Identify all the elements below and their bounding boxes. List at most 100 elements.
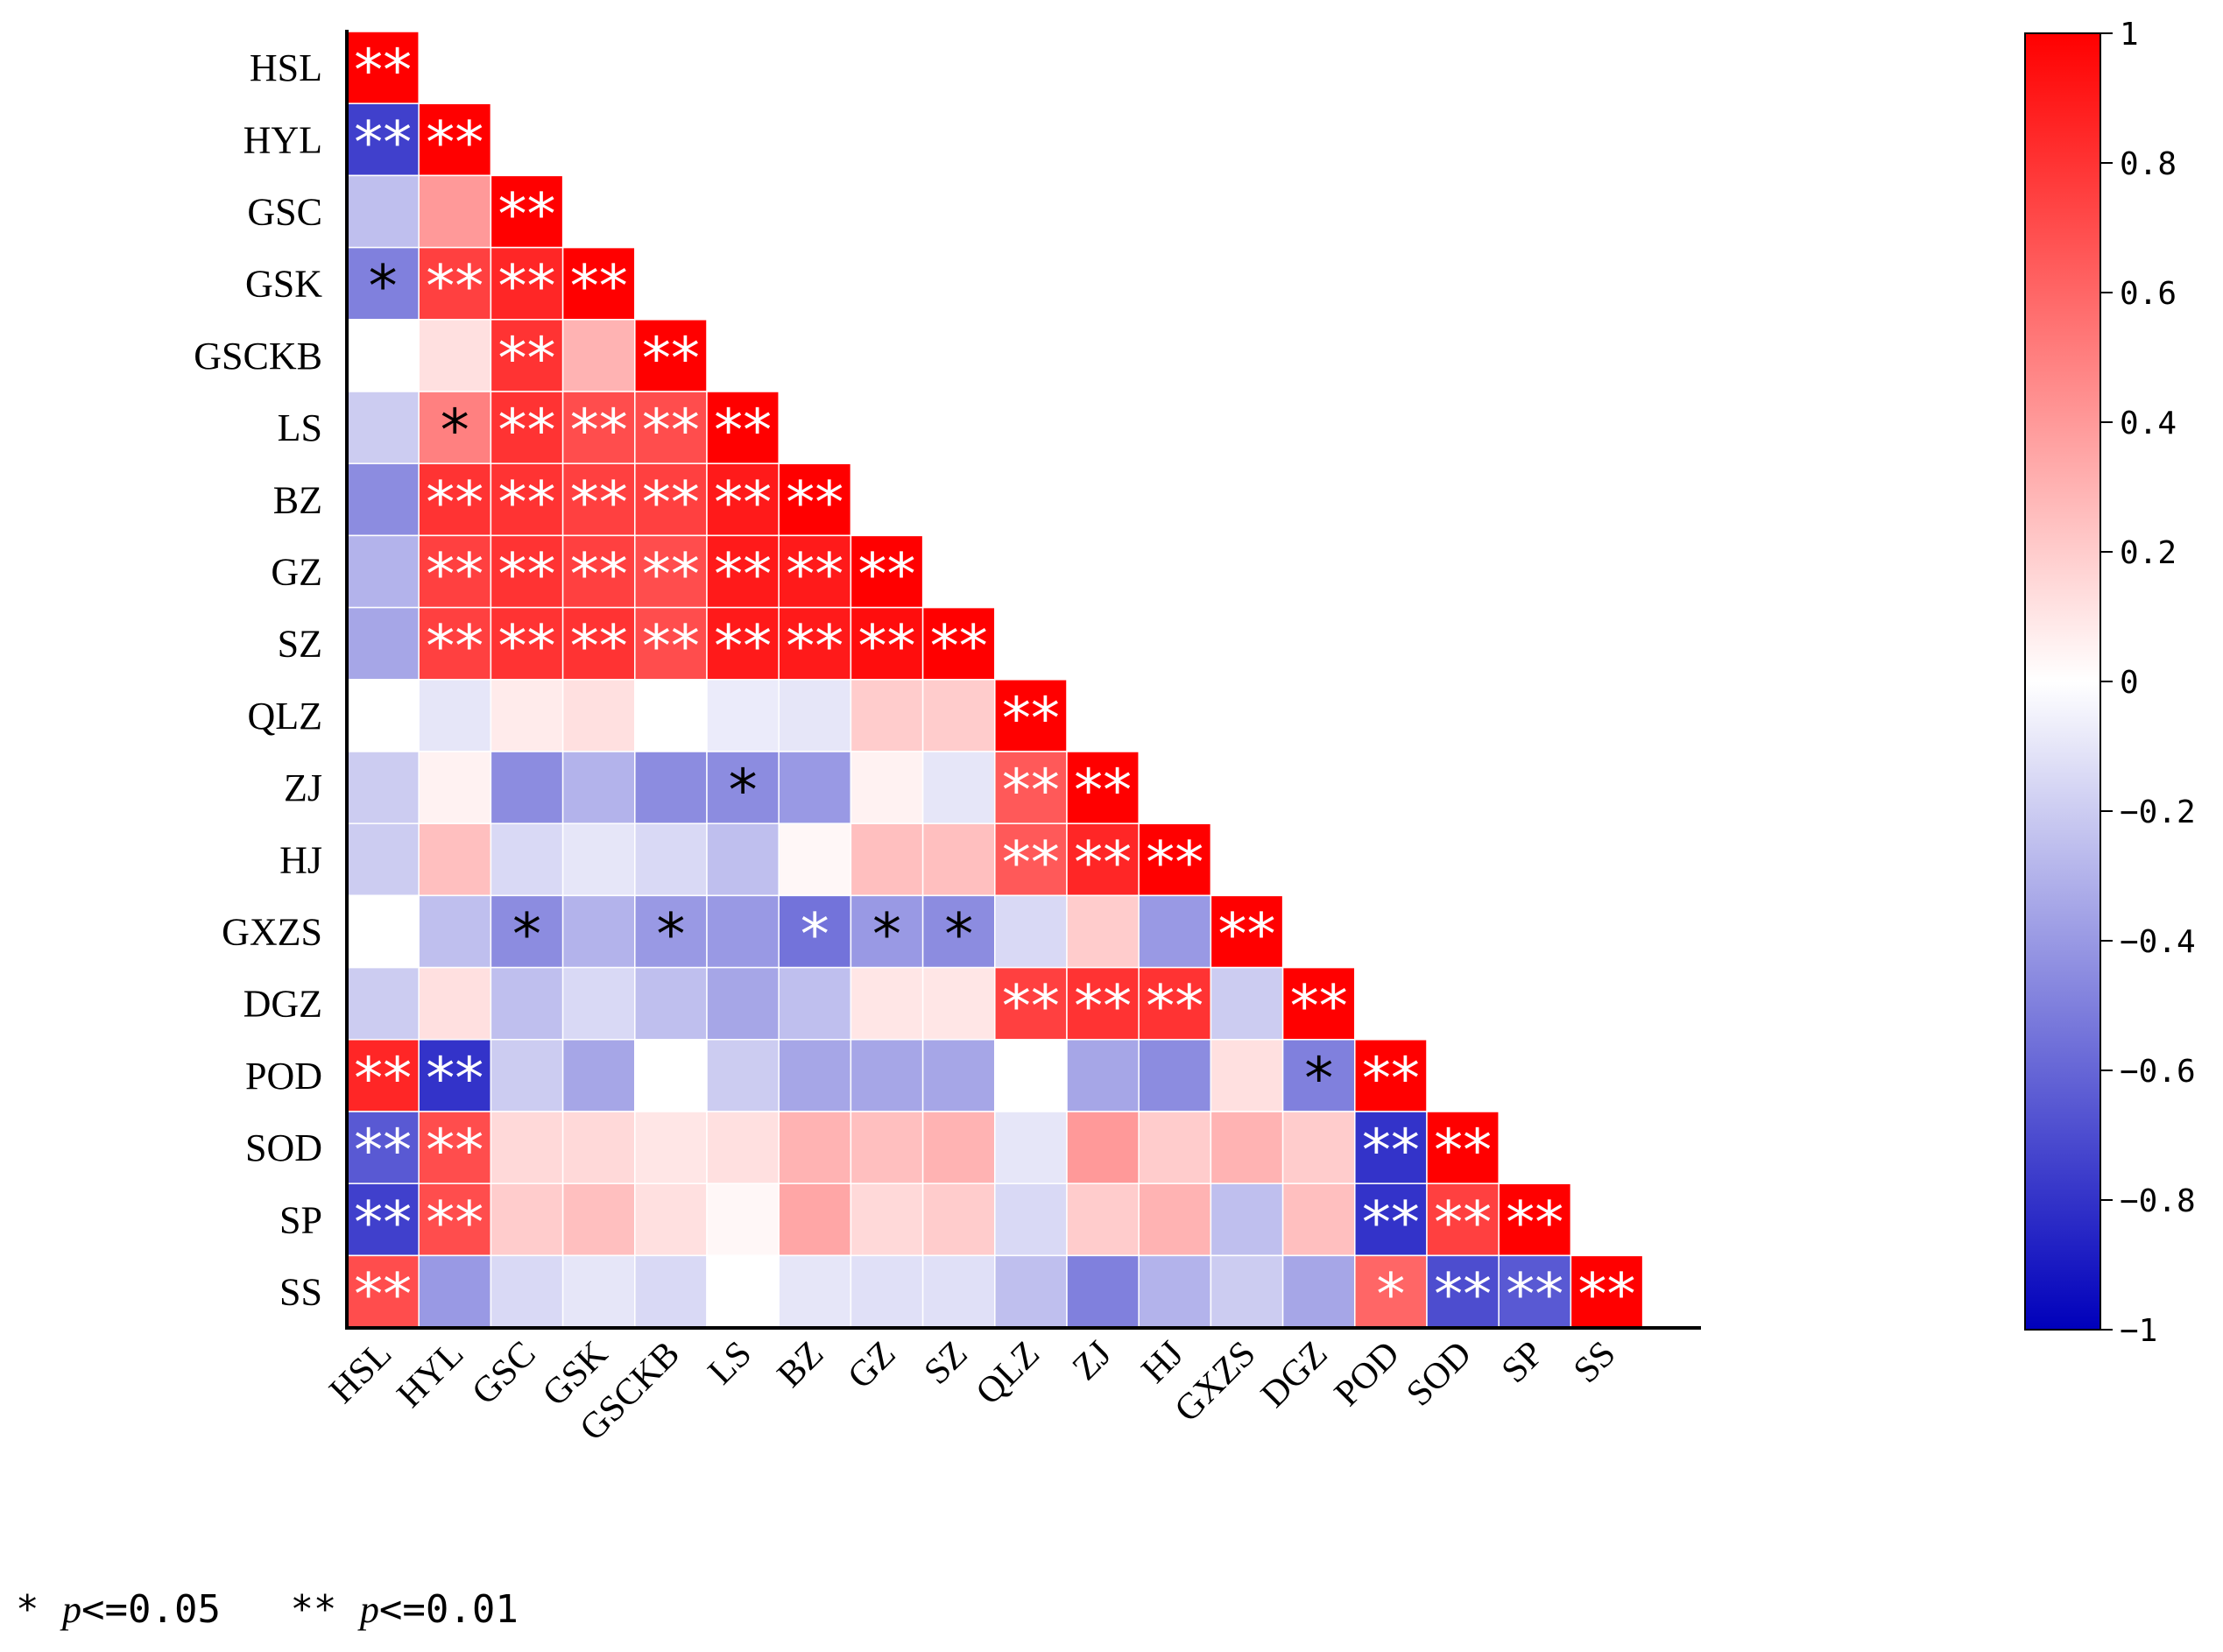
significance-mark: ** (786, 541, 843, 609)
heatmap-cell-ZJ-SZ (921, 751, 996, 824)
heatmap-cell-SOD-GSK (561, 1111, 636, 1184)
significance-mark: ** (1074, 829, 1132, 896)
heatmap-cell-GXZS-BZ (778, 894, 852, 969)
significance-mark: ** (714, 541, 772, 609)
significance-mark: ** (1290, 973, 1348, 1041)
heatmap-cell-BZ-HSL (346, 462, 420, 537)
heatmap-cell-GSC-HYL (418, 174, 492, 249)
significance-mark: ** (426, 109, 483, 176)
col-label-SS: SS (1566, 1334, 1624, 1392)
significance-mark: ** (714, 469, 772, 536)
heatmap-cell-SP-GXZS (1210, 1183, 1284, 1257)
heatmap-cell-ZJ-GSC (490, 751, 564, 824)
significance-mark: ** (1002, 685, 1060, 752)
heatmap-cell-BZ-BZ (778, 462, 852, 537)
heatmap-cell-SOD-GZ (850, 1111, 924, 1184)
heatmap-cell-ZJ-HYL (418, 751, 492, 824)
heatmap-cell-SS-POD (1354, 1254, 1428, 1329)
heatmap-cell-GXZS-HSL (346, 894, 420, 969)
single-star-symbol: * (16, 1587, 39, 1632)
significance-mark: ** (498, 541, 556, 609)
heatmap-cell-SP-SZ (921, 1183, 996, 1257)
heatmap-cell-SOD-DGZ (1281, 1111, 1356, 1184)
significance-mark: * (944, 901, 973, 969)
heatmap-cell-HJ-HSL (346, 822, 420, 897)
row-label-DGZ: DGZ (243, 983, 322, 1026)
heatmap-cell-HYL-HYL (418, 102, 492, 177)
row-label-SS: SS (279, 1271, 322, 1314)
heatmap-cell-SS-SP (1498, 1254, 1572, 1329)
heatmap-cell-SOD-HJ (1138, 1111, 1212, 1184)
heatmap-cell-POD-LS (706, 1039, 780, 1112)
row-label-GXZS: GXZS (222, 911, 322, 954)
heatmap-cell-SS-GXZS (1210, 1254, 1284, 1329)
significance-mark: * (801, 901, 829, 969)
significance-mark: ** (1506, 1189, 1563, 1256)
heatmap-cell-GZ-BZ (778, 534, 852, 609)
col-label-QLZ: QLZ (969, 1334, 1048, 1413)
significance-mark: ** (858, 541, 916, 609)
heatmap-cell-HSL-HSL (346, 31, 420, 104)
heatmap-cell-SP-GSC (490, 1183, 564, 1257)
heatmap-cell-SS-GZ (850, 1254, 924, 1329)
p-symbol-2: p (359, 1588, 379, 1631)
heatmap-cell-SS-HYL (418, 1254, 492, 1329)
heatmap-cell-GSC-HSL (346, 174, 420, 249)
significance-mark: ** (642, 613, 700, 681)
heatmap-cell-GXZS-GXZS (1210, 894, 1284, 969)
heatmap-cell-HJ-GSC (490, 822, 564, 897)
significance-mark: ** (642, 469, 700, 536)
heatmap-cell-SOD-QLZ (994, 1111, 1068, 1184)
significance-mark: ** (570, 469, 628, 536)
col-label-GZ: GZ (840, 1334, 903, 1397)
heatmap-cell-HYL-HSL (346, 102, 420, 177)
significance-mark: ** (426, 1117, 483, 1184)
colorbar-tick-label: 0.8 (2120, 146, 2177, 182)
significance-mark: ** (426, 469, 483, 536)
heatmap-cell-QLZ-GSK (561, 679, 636, 752)
col-label-ZJ: ZJ (1065, 1334, 1119, 1388)
col-label-GSC: GSC (464, 1334, 543, 1413)
significance-mark: ** (1434, 1189, 1492, 1256)
significance-mark: ** (1146, 973, 1203, 1041)
heatmap-cell-SOD-SOD (1426, 1111, 1500, 1184)
heatmap-cell-QLZ-HSL (346, 679, 420, 752)
significance-mark: ** (1434, 1117, 1492, 1184)
colorbar-tick-label: 1 (2120, 17, 2139, 53)
significance-mark: ** (426, 1189, 483, 1256)
heatmap-cell-GSCKB-GSCKB (634, 319, 708, 392)
heatmap-cell-LS-GSC (490, 391, 564, 464)
significance-mark: ** (1506, 1261, 1563, 1329)
heatmap-cell-DGZ-GSCKB (634, 966, 708, 1041)
heatmap-cell-GZ-GSC (490, 534, 564, 609)
significance-mark: ** (354, 1189, 412, 1256)
row-label-HSL: HSL (250, 46, 322, 89)
heatmap-cell-QLZ-LS (706, 679, 780, 752)
significance-mark: ** (354, 37, 412, 104)
heatmap-cell-HJ-HYL (418, 822, 492, 897)
heatmap-cell-GXZS-QLZ (994, 894, 1068, 969)
heatmap-cell-SS-HSL (346, 1254, 420, 1329)
heatmap-cell-GSCKB-HSL (346, 319, 420, 392)
col-label-LS: LS (701, 1334, 759, 1393)
heatmap-cell-DGZ-GSK (561, 966, 636, 1041)
significance-mark: ** (570, 397, 628, 464)
significance-mark: ** (1218, 901, 1276, 969)
heatmap-cell-HJ-HJ (1138, 822, 1212, 897)
heatmap-cell-BZ-LS (706, 462, 780, 537)
heatmap-cell-SS-QLZ (994, 1254, 1068, 1329)
heatmap-cell-ZJ-GSK (561, 751, 636, 824)
heatmap-cell-QLZ-HYL (418, 679, 492, 752)
heatmap-cell-SS-ZJ (1066, 1254, 1140, 1329)
heatmap-cell-ZJ-ZJ (1066, 751, 1140, 824)
heatmap-cell-SP-BZ (778, 1183, 852, 1257)
significance-mark: ** (426, 1045, 483, 1112)
row-label-GSC: GSC (247, 191, 322, 234)
heatmap-cell-HJ-GSK (561, 822, 636, 897)
heatmap-cell-SOD-GXZS (1210, 1111, 1284, 1184)
heatmap-cell-BZ-GSK (561, 462, 636, 537)
heatmap-cell-GSCKB-GSK (561, 319, 636, 392)
heatmap-cell-SOD-GSC (490, 1111, 564, 1184)
significance-mark: ** (1074, 757, 1132, 824)
